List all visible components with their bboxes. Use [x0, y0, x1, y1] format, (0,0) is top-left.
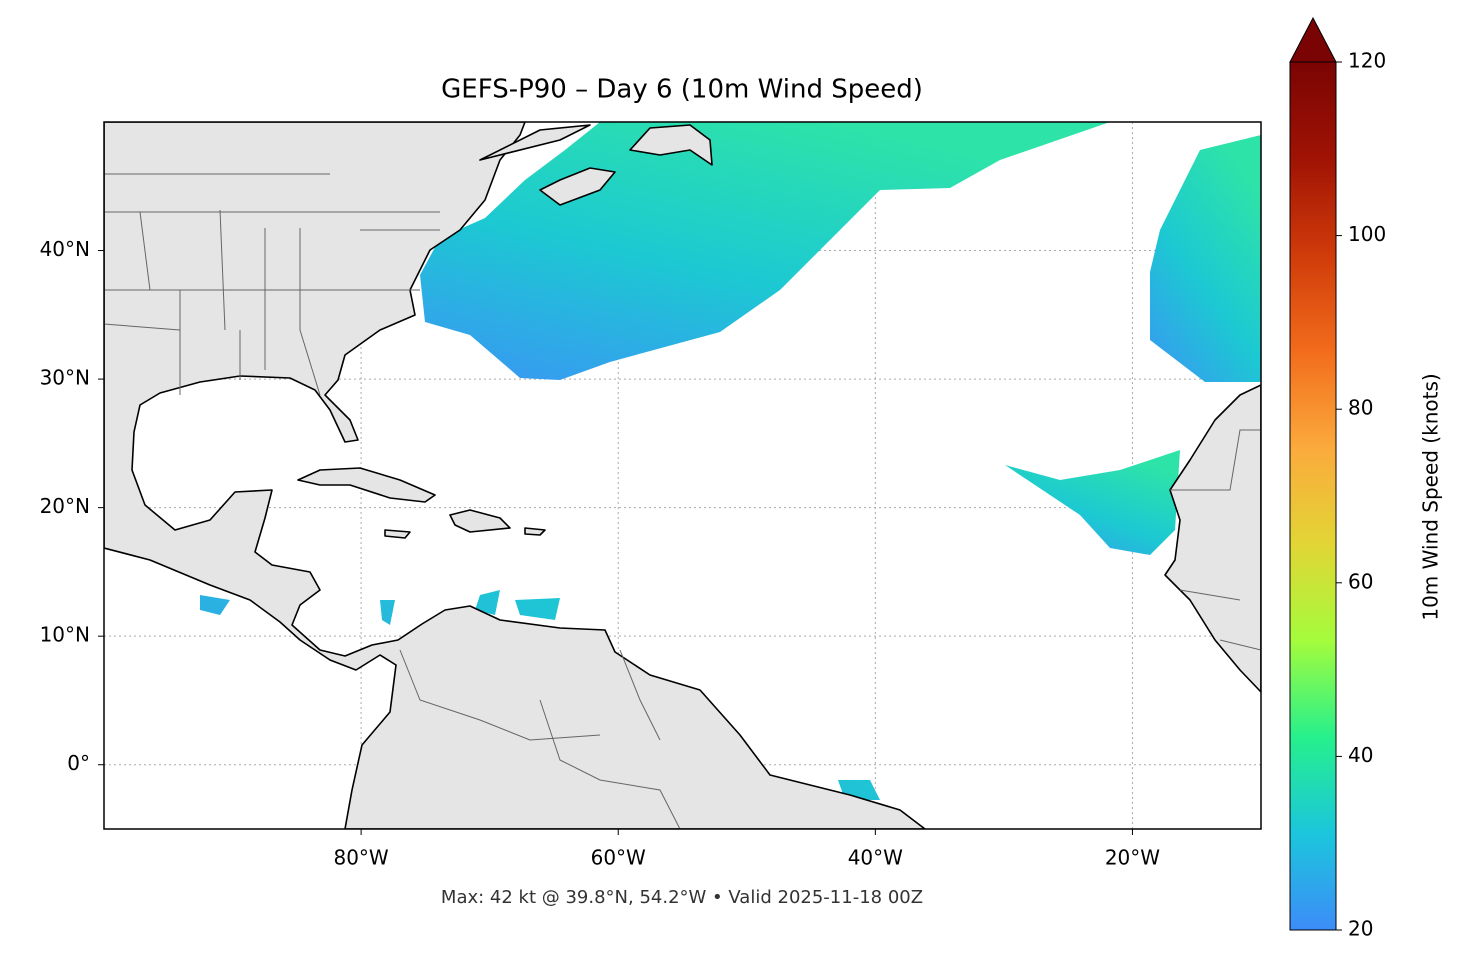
plot-frame	[103, 121, 1262, 830]
x-tick-label: 80°W	[333, 846, 388, 870]
country-borders	[104, 173, 1261, 829]
y-tick-label: 10°N	[40, 623, 90, 647]
colorbar: 20 40 60 80 100 120	[1289, 16, 1386, 941]
land-africa	[1164, 384, 1261, 693]
y-tick-label: 20°N	[40, 494, 90, 518]
wind-swath	[1005, 450, 1180, 555]
y-tick-label: 0°	[67, 751, 90, 775]
x-tick-label: 20°W	[1105, 846, 1160, 870]
map-layer	[104, 122, 1261, 829]
land-hispaniola	[384, 509, 546, 539]
x-tick-label: 40°W	[848, 846, 903, 870]
chart-title: GEFS-P90 – Day 6 (10m Wind Speed)	[441, 75, 923, 105]
land-newfoundland	[479, 124, 713, 206]
colorbar-tick-label: 60	[1348, 569, 1373, 593]
colorbar-tick-label: 80	[1348, 396, 1373, 420]
colorbar-tick-label: 20	[1348, 917, 1373, 941]
wind-swath	[1150, 135, 1261, 382]
colorbar-scale	[1289, 61, 1337, 931]
colorbar-tick-label: 40	[1348, 743, 1373, 767]
land-cuba	[297, 467, 436, 503]
y-tick-label: 30°N	[40, 366, 90, 390]
colorbar-tick-label: 120	[1348, 49, 1386, 73]
wind-swath	[420, 122, 1110, 380]
colorbar-extend	[1289, 16, 1337, 63]
colorbar-tick-label: 100	[1348, 222, 1386, 246]
colorbar-label: 10m Wind Speed (knots)	[1419, 373, 1443, 620]
x-tick-label: 60°W	[591, 846, 646, 870]
land-americas	[104, 122, 926, 829]
footer-note: Max: 42 kt @ 39.8°N, 54.2°W • Valid 2025…	[441, 887, 923, 908]
y-tick-label: 40°N	[40, 237, 90, 261]
